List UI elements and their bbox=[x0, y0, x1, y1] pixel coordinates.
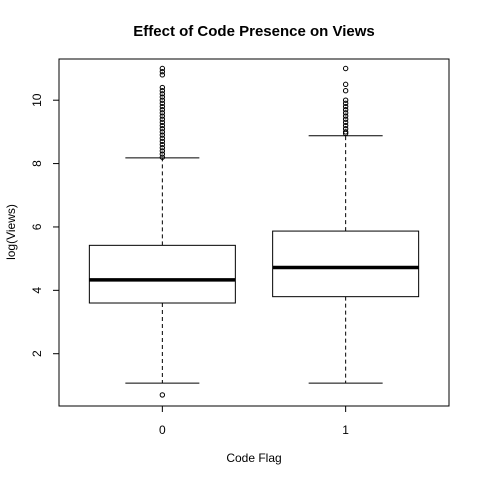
outlier-point bbox=[159, 65, 166, 72]
outlier-point bbox=[159, 132, 166, 138]
outlier-point bbox=[342, 65, 349, 72]
outlier-point bbox=[342, 129, 349, 135]
x-axis-label: Code Flag bbox=[226, 451, 281, 465]
y-tick-label: 4 bbox=[30, 287, 44, 294]
x-tick-label: 1 bbox=[342, 423, 349, 437]
outlier-point bbox=[159, 110, 166, 116]
y-tick-label: 8 bbox=[30, 160, 44, 167]
outlier-point bbox=[159, 151, 166, 157]
outlier-point bbox=[342, 107, 349, 113]
outlier-point bbox=[159, 138, 166, 145]
y-axis-label: log(Views) bbox=[4, 204, 18, 260]
box-group-1 bbox=[272, 65, 420, 384]
outlier-point bbox=[159, 122, 166, 129]
y-axis: 2 4 6 8 10 bbox=[30, 93, 59, 357]
outlier-point bbox=[342, 97, 349, 103]
outlier-point bbox=[159, 68, 166, 75]
iqr-box bbox=[88, 244, 236, 304]
outlier-point bbox=[159, 126, 166, 132]
outlier-point bbox=[159, 113, 166, 119]
outlier-point bbox=[159, 72, 166, 78]
outlier-point bbox=[159, 87, 166, 94]
outlier-point bbox=[342, 87, 349, 94]
boxplot-series bbox=[88, 65, 420, 398]
y-tick-label: 2 bbox=[30, 350, 44, 357]
outlier-point bbox=[342, 122, 349, 129]
outlier-point bbox=[159, 135, 166, 141]
chart-title: Effect of Code Presence on Views bbox=[133, 23, 374, 40]
outlier-point bbox=[159, 84, 166, 91]
outlier-point bbox=[342, 81, 349, 88]
outlier-point bbox=[159, 94, 166, 100]
outlier-point bbox=[159, 148, 166, 154]
outlier-point bbox=[342, 116, 349, 122]
outlier-point bbox=[159, 97, 166, 103]
outlier-point bbox=[159, 154, 166, 160]
outlier-point bbox=[159, 103, 166, 110]
outlier-point bbox=[342, 113, 349, 119]
outlier-point bbox=[159, 119, 166, 126]
plot-frame bbox=[58, 58, 450, 407]
outlier-point bbox=[342, 126, 349, 132]
outlier-point bbox=[342, 119, 349, 126]
outlier-point bbox=[159, 129, 166, 135]
x-tick-label: 0 bbox=[159, 423, 166, 437]
outlier-point bbox=[159, 100, 166, 107]
iqr-box bbox=[272, 230, 420, 298]
box-group-0 bbox=[88, 65, 236, 398]
y-tick-label: 10 bbox=[30, 93, 44, 107]
outlier-point bbox=[342, 110, 349, 116]
outlier-point bbox=[159, 116, 166, 122]
outlier-point bbox=[159, 107, 166, 113]
outlier-point bbox=[342, 100, 349, 107]
outlier-point bbox=[342, 103, 349, 110]
outlier-point bbox=[159, 392, 166, 398]
outlier-point bbox=[159, 91, 166, 97]
outlier-point bbox=[159, 141, 166, 148]
outlier-point bbox=[159, 145, 166, 151]
y-tick-label: 6 bbox=[30, 223, 44, 230]
